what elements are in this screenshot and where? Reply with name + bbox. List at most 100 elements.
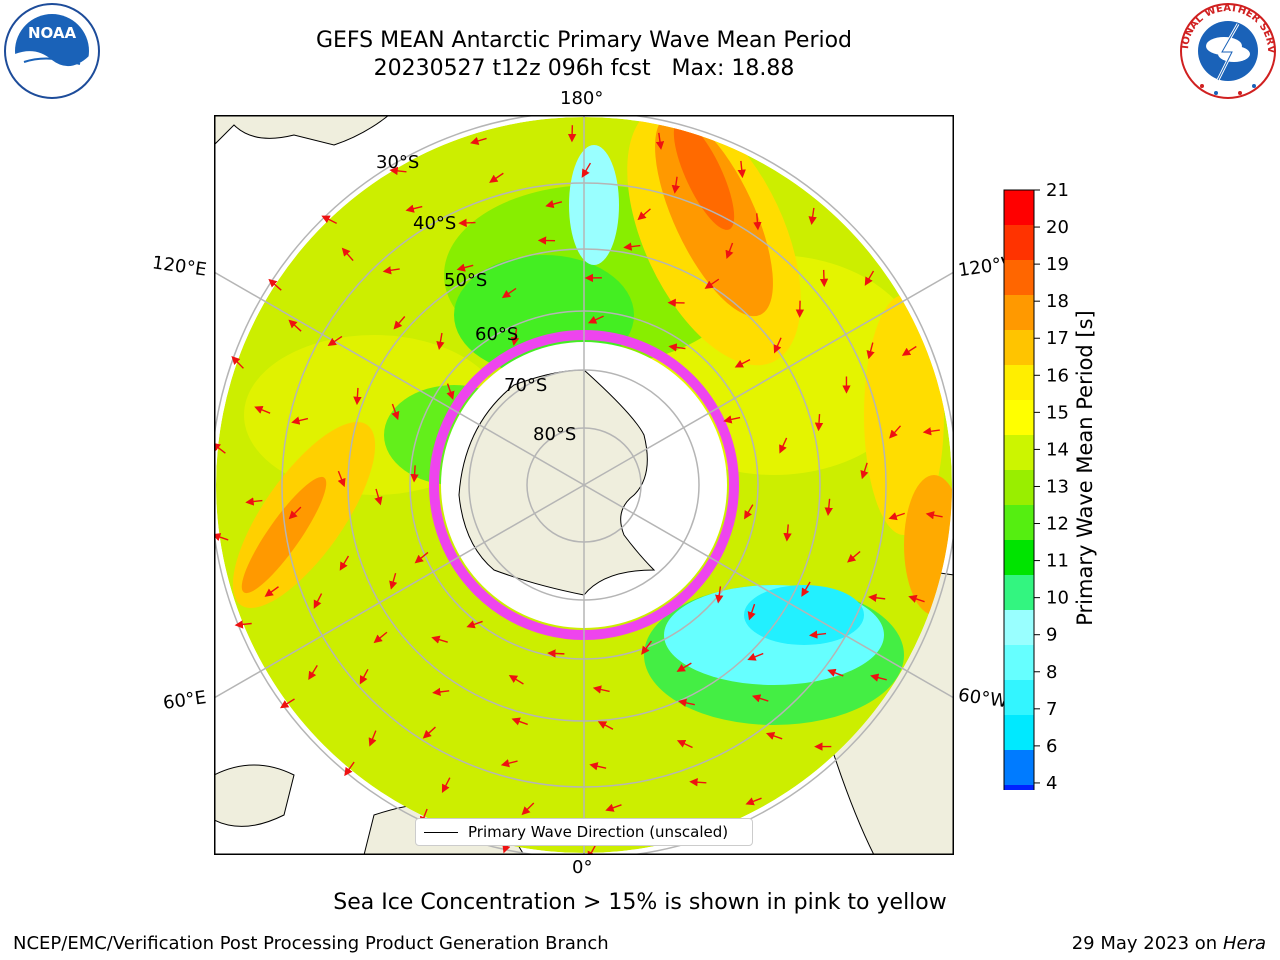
wave-direction-arrow (234, 620, 252, 629)
colorbar-label: Primary Wave Mean Period [s] (1073, 310, 1097, 626)
colorbar-tick-label: 11 (1046, 551, 1069, 572)
wave-direction-arrow (734, 358, 751, 368)
wave-direction-arrow (389, 166, 407, 176)
wave-direction-arrow (808, 630, 827, 639)
graticule (214, 115, 954, 855)
wave-direction-arrow (671, 176, 680, 194)
wave-direction-arrow (824, 498, 833, 516)
wave-direction-arrow (268, 278, 282, 291)
wave-direction-arrow (431, 635, 448, 644)
wave-direction-arrow (587, 315, 604, 324)
wave-direction-arrow (847, 550, 861, 563)
footer-host: Hera (1222, 933, 1266, 954)
wave-direction-arrow (641, 640, 653, 655)
wave-direction-arrow (888, 512, 905, 521)
wave-direction-arrow (456, 263, 474, 272)
colorbar-band (1004, 540, 1034, 575)
colorbar-tick-label: 20 (1046, 217, 1069, 238)
wave-direction-arrow (753, 213, 762, 231)
wave-direction-arrow (676, 739, 693, 749)
wave-direction-arrow (422, 726, 436, 739)
colorbar-tick-label: 7 (1046, 699, 1057, 720)
wave-direction-arrow (279, 698, 295, 709)
wave-direction-arrow (511, 717, 528, 726)
wave-direction-arrow (339, 555, 350, 571)
footer-date: 29 May 2023 on Hera (1072, 933, 1266, 954)
colorbar-tick-label: 15 (1046, 402, 1069, 423)
wave-direction-arrow (489, 172, 504, 183)
colorbar-band (1004, 330, 1034, 365)
lat-label-70s: 70°S (504, 375, 548, 396)
lon-label-180: 180° (560, 88, 604, 109)
wave-direction-arrow (313, 593, 323, 609)
wave-direction-arrow (373, 631, 388, 644)
footer-organization: NCEP/EMC/Verification Post Processing Pr… (13, 933, 609, 954)
wave-direction-arrow (214, 442, 226, 454)
wave-direction-arrow (405, 204, 423, 213)
lon-label-0: 0° (572, 857, 593, 878)
wave-direction-arrow (779, 437, 788, 454)
wave-direction-arrow (901, 345, 917, 356)
wave-direction-arrow (391, 403, 400, 421)
wave-direction-arrow (715, 586, 724, 604)
colorbar-band (1004, 785, 1034, 790)
wave-direction-arrow (808, 207, 817, 225)
map-frame (214, 115, 954, 855)
colorbar-tick-label: 14 (1046, 439, 1069, 460)
wave-direction-arrow (581, 162, 592, 178)
wave-direction-arrow (341, 247, 354, 262)
wave-direction-arrow (725, 242, 734, 260)
wave-direction-arrow (597, 721, 614, 730)
lon-label-120e: 120°E (150, 252, 208, 281)
wave-direction-arrow (605, 803, 622, 812)
colorbar-band (1004, 190, 1034, 225)
wave-direction-arrow (747, 652, 764, 661)
wave-direction-arrow (521, 802, 535, 816)
colorbar-band (1004, 750, 1034, 785)
colorbar-tick-label: 8 (1046, 662, 1057, 683)
colorbar-band (1004, 715, 1034, 750)
sea-ice-note: Sea Ice Concentration > 15% is shown in … (333, 890, 947, 915)
land-nw (214, 115, 390, 146)
wave-direction-arrow (393, 316, 406, 330)
wave-direction-arrow (744, 504, 754, 520)
lon-label-60e: 60°E (161, 687, 208, 714)
wave-direction-arrow (374, 488, 383, 506)
colorbar: 212019181716151413121110987642 (1003, 180, 1069, 790)
lat-label-50s: 50°S (444, 270, 488, 291)
colorbar-bands (1003, 189, 1035, 790)
colorbar-ticks: 212019181716151413121110987642 (1034, 180, 1069, 790)
wave-direction-arrow (432, 687, 450, 697)
colorbar-band (1004, 680, 1034, 715)
wave-direction-arrow (508, 674, 524, 685)
wave-direction-arrow (359, 668, 369, 685)
lat-label-60s: 60°S (475, 324, 519, 345)
wave-direction-arrow (389, 572, 398, 590)
colorbar-band (1004, 400, 1034, 435)
wave-direction-arrow (783, 524, 792, 542)
wave-direction-arrow (860, 462, 869, 480)
footer-date-text: 29 May 2023 on (1071, 933, 1218, 954)
wave-direction-arrow (922, 427, 940, 436)
wave-direction-arrow (925, 511, 943, 520)
wave-direction-arrow (288, 319, 302, 332)
colorbar-band (1004, 295, 1034, 330)
wave-direction-arrow (231, 356, 244, 369)
wave-direction-arrow (321, 215, 337, 225)
wave-direction-arrow (214, 533, 229, 542)
legend-line-swatch (424, 831, 458, 833)
wave-direction-arrow (689, 778, 707, 787)
wave-direction-arrow (737, 160, 746, 179)
lat-label-80s: 80°S (533, 424, 577, 445)
legend-label: Primary Wave Direction (unscaled) (468, 823, 729, 841)
colorbar-tick-label: 16 (1046, 365, 1069, 386)
wave-direction-arrow (327, 335, 343, 346)
colorbar-tick-label: 6 (1046, 736, 1057, 757)
wave-direction-arrow (436, 332, 445, 350)
wave-direction-arrows (214, 125, 943, 855)
wave-direction-arrow (704, 278, 720, 289)
colorbar-band (1004, 505, 1034, 540)
wave-direction-arrow (545, 200, 563, 209)
wave-direction-arrow (677, 698, 695, 707)
colorbar-band (1004, 225, 1034, 260)
